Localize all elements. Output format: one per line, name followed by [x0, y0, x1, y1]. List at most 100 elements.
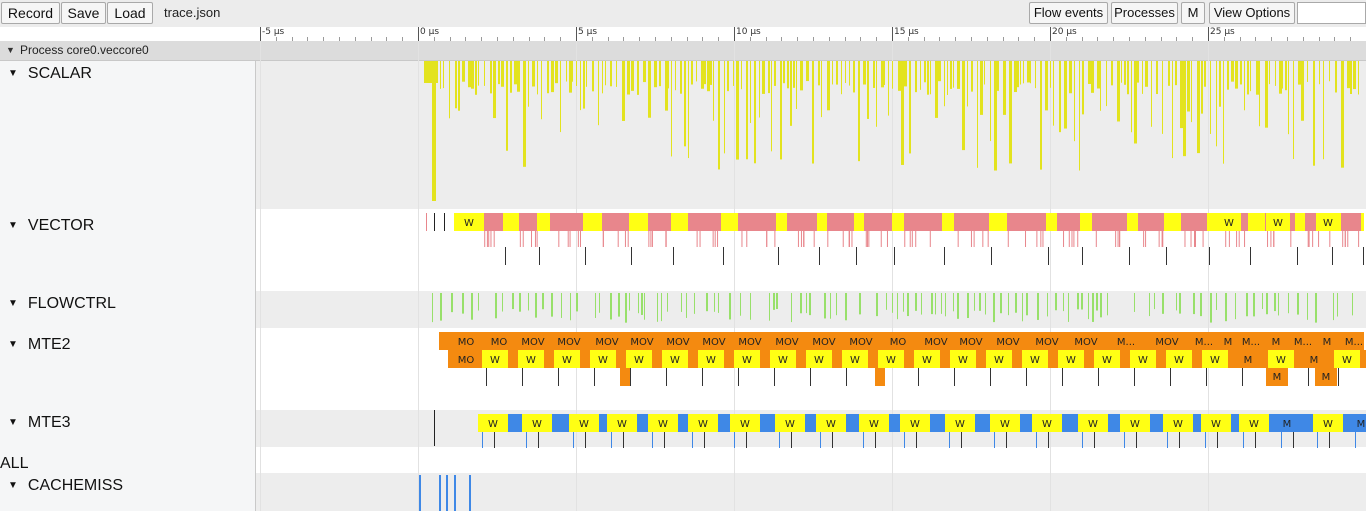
vector-slice[interactable]: [778, 247, 779, 265]
scalar-slice[interactable]: [1187, 61, 1190, 112]
vector-slice[interactable]: [534, 231, 536, 247]
flowctrl-slice[interactable]: [661, 293, 662, 322]
flowctrl-slice[interactable]: [1307, 293, 1308, 320]
mte3-slice[interactable]: [975, 414, 990, 432]
scalar-slice[interactable]: [759, 61, 760, 118]
flowctrl-slice[interactable]: [1100, 293, 1102, 318]
wait-slice[interactable]: [1078, 414, 1108, 432]
flowctrl-slice[interactable]: [1274, 293, 1276, 312]
vector-slice[interactable]: [1347, 231, 1349, 247]
scalar-slice[interactable]: [881, 61, 884, 88]
flowctrl-slice[interactable]: [1134, 293, 1135, 312]
wait-slice[interactable]: [1202, 350, 1228, 368]
wait-slice[interactable]: [1334, 350, 1360, 368]
scalar-slice[interactable]: [449, 61, 450, 119]
mte3-slice[interactable]: [949, 432, 950, 448]
vector-slice[interactable]: [787, 213, 817, 231]
flowctrl-slice[interactable]: [750, 293, 751, 320]
scalar-slice[interactable]: [1183, 61, 1186, 157]
mte3-slice[interactable]: [585, 432, 586, 448]
scalar-slice[interactable]: [510, 61, 512, 93]
vector-slice[interactable]: [1341, 213, 1361, 231]
mte3-slice[interactable]: [1036, 432, 1037, 448]
scalar-slice[interactable]: [643, 61, 646, 83]
vector-slice[interactable]: [569, 231, 571, 247]
scalar-slice[interactable]: [1288, 61, 1289, 135]
mte3-slice[interactable]: [1205, 432, 1206, 448]
scalar-slice[interactable]: [812, 61, 814, 164]
scalar-slice[interactable]: [1027, 61, 1030, 83]
vector-slice[interactable]: [1344, 231, 1346, 247]
scalar-slice[interactable]: [551, 61, 554, 93]
mte2-slice[interactable]: [1338, 368, 1339, 386]
vector-slice[interactable]: [1297, 247, 1298, 265]
scalar-slice[interactable]: [1298, 61, 1301, 85]
vector-slice[interactable]: [1095, 231, 1097, 247]
vector-slice[interactable]: [915, 231, 917, 247]
scalar-slice[interactable]: [1106, 61, 1107, 107]
flowctrl-slice[interactable]: [1081, 293, 1083, 310]
scalar-slice[interactable]: [455, 61, 457, 109]
scalar-slice[interactable]: [924, 61, 926, 83]
vector-slice[interactable]: [1307, 231, 1309, 247]
flowctrl-slice[interactable]: [686, 293, 687, 318]
scalar-slice[interactable]: [892, 61, 893, 89]
flowctrl-slice[interactable]: [718, 293, 719, 313]
vector-slice[interactable]: [585, 247, 586, 265]
scalar-slice[interactable]: [780, 61, 782, 160]
processes-button[interactable]: Processes: [1111, 2, 1178, 24]
mte3-slice[interactable]: [875, 432, 876, 448]
scalar-slice[interactable]: [478, 61, 479, 86]
mte2-slice[interactable]: [1324, 350, 1334, 368]
vector-slice[interactable]: [1318, 231, 1320, 247]
scalar-slice[interactable]: [867, 61, 869, 119]
mte3-slice[interactable]: [623, 432, 624, 448]
flowctrl-slice[interactable]: [1037, 293, 1039, 320]
wait-slice[interactable]: [454, 213, 484, 231]
mte2-slice[interactable]: [1026, 368, 1027, 386]
flowctrl-slice[interactable]: [979, 293, 981, 311]
mte3-slice[interactable]: [904, 432, 905, 448]
trace-slices[interactable]: W W W W MO MO MOV MOV MOV MOV MOV MOV MOV MOV MOV MOV MO…: [256, 61, 1366, 511]
scalar-slice[interactable]: [950, 61, 952, 89]
mte2-slice[interactable]: [1062, 368, 1063, 386]
scalar-slice[interactable]: [541, 61, 542, 120]
vector-slice[interactable]: [696, 231, 698, 247]
scalar-slice[interactable]: [605, 61, 606, 86]
vector-slice[interactable]: [1129, 247, 1130, 265]
scalar-slice[interactable]: [990, 61, 991, 142]
scalar-slice[interactable]: [707, 61, 710, 92]
mte2-slice[interactable]: [1315, 368, 1337, 386]
scalar-slice[interactable]: [631, 61, 634, 91]
mte3-slice[interactable]: [994, 432, 995, 448]
flowctrl-slice[interactable]: [903, 293, 904, 312]
scalar-slice[interactable]: [1201, 61, 1203, 114]
scalar-slice[interactable]: [944, 61, 945, 107]
flowctrl-slice[interactable]: [935, 293, 936, 315]
wait-slice[interactable]: [1295, 213, 1305, 231]
mte3-slice[interactable]: [1006, 432, 1007, 448]
vector-slice[interactable]: [1119, 231, 1121, 247]
scalar-slice[interactable]: [1223, 61, 1224, 164]
mte3-slice[interactable]: [552, 414, 569, 432]
mte3-slice[interactable]: [704, 432, 705, 448]
flowctrl-slice[interactable]: [1297, 293, 1299, 315]
vector-slice[interactable]: [866, 231, 868, 247]
vector-slice[interactable]: [1194, 231, 1196, 247]
mte2-slice[interactable]: [1012, 350, 1022, 368]
scalar-slice[interactable]: [622, 61, 625, 121]
mte3-slice[interactable]: [1108, 414, 1120, 432]
vector-slice[interactable]: [904, 231, 906, 247]
mte2-slice[interactable]: [1266, 368, 1288, 386]
mte2-slice[interactable]: [810, 368, 811, 386]
vector-slice[interactable]: [741, 231, 743, 247]
wait-slice[interactable]: [806, 350, 832, 368]
scalar-slice[interactable]: [490, 61, 492, 94]
mte2-slice[interactable]: [1308, 368, 1309, 386]
scalar-slice[interactable]: [783, 61, 785, 84]
scalar-slice[interactable]: [1307, 61, 1308, 82]
wait-slice[interactable]: [892, 213, 904, 231]
vector-slice[interactable]: [1073, 231, 1075, 247]
scalar-slice[interactable]: [1097, 61, 1100, 89]
flowctrl-slice[interactable]: [1200, 293, 1202, 317]
